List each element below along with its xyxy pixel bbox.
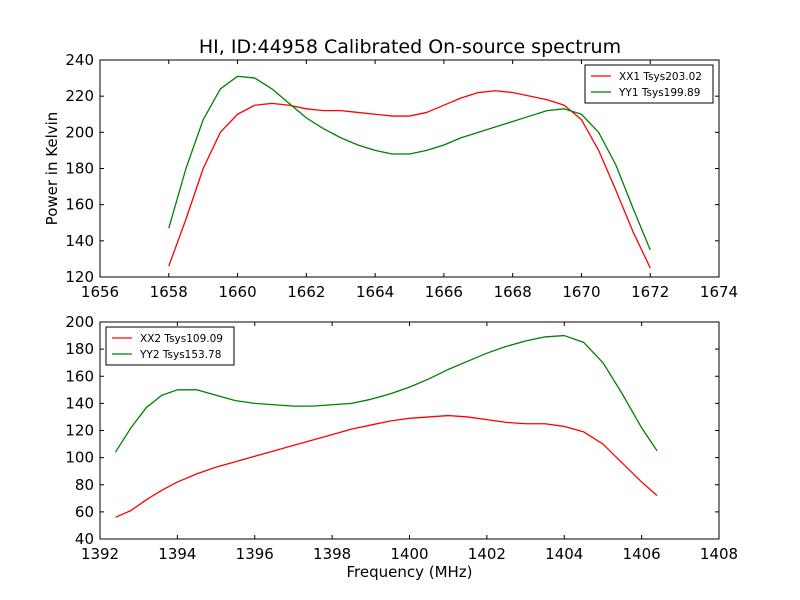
chart-title: HI, ID:44958 Calibrated On-source spectr… xyxy=(199,36,621,58)
y-tick-label: 160 xyxy=(65,196,94,214)
y-tick-label: 140 xyxy=(65,394,94,412)
x-tick-label: 1406 xyxy=(623,545,661,563)
x-tick-label: 1656 xyxy=(81,283,119,301)
x-tick-label: 1394 xyxy=(158,545,196,563)
x-tick-label: 1672 xyxy=(631,283,669,301)
legend-label-2: YY2 Tsys153.78 xyxy=(139,349,221,361)
legend: XX2 Tsys109.09 YY2 Tsys153.78 xyxy=(105,326,235,366)
y-tick-label: 120 xyxy=(65,422,94,440)
x-tick-label: 1404 xyxy=(545,545,583,563)
y-tick-label: 60 xyxy=(75,503,94,521)
y-tick-label: 200 xyxy=(65,313,94,331)
x-tick-label: 1660 xyxy=(218,283,256,301)
x-tick-label: 1674 xyxy=(700,283,738,301)
bottom-panel: 1392 1394 1396 1398 1400 1402 1404 1406 1408 40 60… xyxy=(65,313,738,581)
y-axis-label: Power in Kelvin xyxy=(43,112,61,226)
y-tick-label: 120 xyxy=(65,268,94,286)
legend-box xyxy=(584,64,714,104)
y-tick-label: 140 xyxy=(65,232,94,250)
top-panel: 1656 1658 1660 1662 1664 1666 1668 1670 1672 1674… xyxy=(43,51,738,301)
legend-label-1: XX2 Tsys109.09 xyxy=(140,333,223,345)
series-line-1 xyxy=(115,414,658,518)
y-tick-label: 240 xyxy=(65,51,94,69)
series-line-2 xyxy=(114,334,658,453)
x-tick-label: 1402 xyxy=(468,545,506,563)
y-tick-label: 200 xyxy=(65,123,94,141)
y-tick-label: 180 xyxy=(65,160,94,178)
y-tick-label: 40 xyxy=(75,530,94,548)
y-tick-label: 160 xyxy=(65,367,94,385)
legend-box xyxy=(105,326,235,366)
legend-label-1: XX1 Tsys203.02 xyxy=(619,71,702,83)
x-tick-label: 1670 xyxy=(562,283,600,301)
x-tick-label: 1408 xyxy=(700,545,738,563)
x-tick-label: 1398 xyxy=(313,545,351,563)
x-tick-label: 1658 xyxy=(150,283,188,301)
legend-label-2: YY1 Tsys199.89 xyxy=(618,87,700,99)
x-tick-label: 1396 xyxy=(236,545,274,563)
x-tick-label: 1668 xyxy=(494,283,532,301)
legend: XX1 Tsys203.02 YY1 Tsys199.89 xyxy=(584,64,714,104)
series-line-2 xyxy=(168,75,651,251)
y-tick-label: 100 xyxy=(65,449,94,467)
x-tick-label: 1666 xyxy=(425,283,463,301)
y-tick-label: 80 xyxy=(75,476,94,494)
x-tick-label: 1400 xyxy=(390,545,428,563)
x-axis-label: Frequency (MHz) xyxy=(346,563,472,581)
y-tick-label: 220 xyxy=(65,87,94,105)
x-tick-label: 1662 xyxy=(287,283,325,301)
x-tick-label: 1664 xyxy=(356,283,394,301)
y-tick-label: 180 xyxy=(65,340,94,358)
x-tick-label: 1392 xyxy=(81,545,119,563)
